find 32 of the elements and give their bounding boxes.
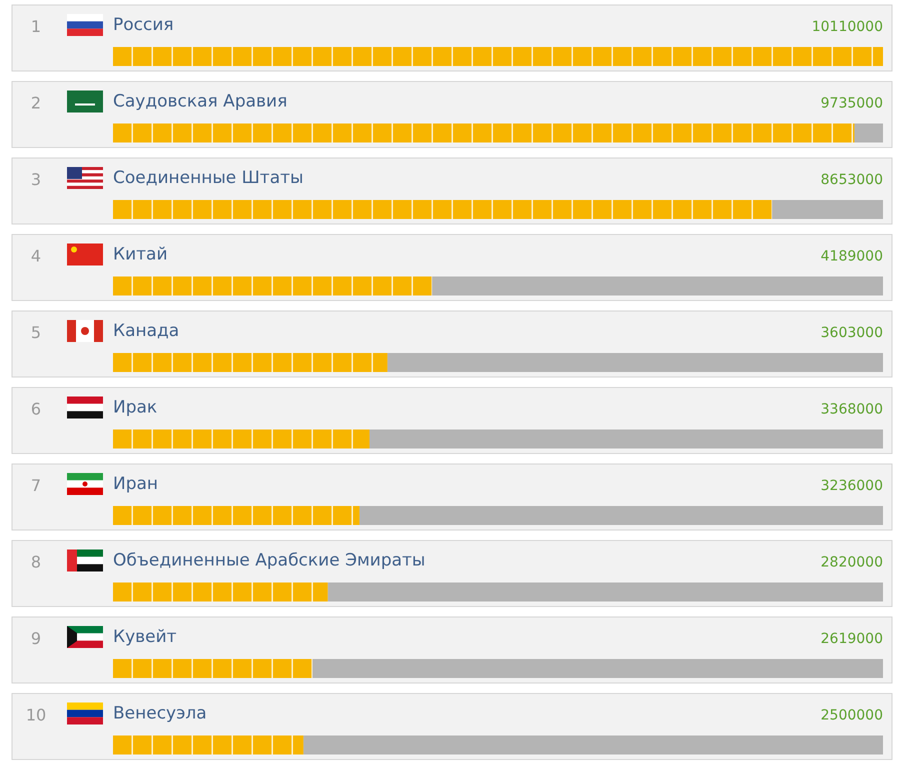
text: 5 [30,323,42,342]
y-tick-label: Иран [113,474,158,494]
y-tick-label: Соединенные Штаты [113,168,304,188]
data-label: 4189000 [820,248,883,264]
text: 3 [30,170,42,189]
data-label: 9735000 [820,96,883,112]
y-tick-label: Саудовская Аравия [113,92,288,112]
text: 4 [30,246,42,266]
y-tick-label: Россия [113,15,174,35]
data-label: 3603000 [820,325,883,341]
y-tick-label: Кувейт [113,627,177,647]
y-tick-label: Объединенные Арабские Эмираты [113,550,426,570]
data-label: 2619000 [820,631,883,647]
y-tick-label: Венесуэла [113,704,207,724]
text: 7 [30,476,42,495]
text: 10 [26,706,46,724]
data-label: 2820000 [820,554,883,570]
y-tick-label: Китай [113,244,168,264]
data-label: 2500000 [820,708,883,724]
text: 9 [30,629,42,648]
text: 2 [30,94,42,112]
data-label: 8653000 [820,172,883,188]
bar [113,736,304,754]
data-label: 3236000 [820,478,883,494]
data-label: 3368000 [820,402,883,418]
y-tick-label: Ирак [113,398,158,418]
bar [113,47,883,66]
text: 6 [30,400,42,418]
text: 8 [30,552,42,572]
text: 1 [30,17,42,36]
data-label: 10110000 [812,19,883,35]
y-tick-label: Канада [113,321,180,341]
